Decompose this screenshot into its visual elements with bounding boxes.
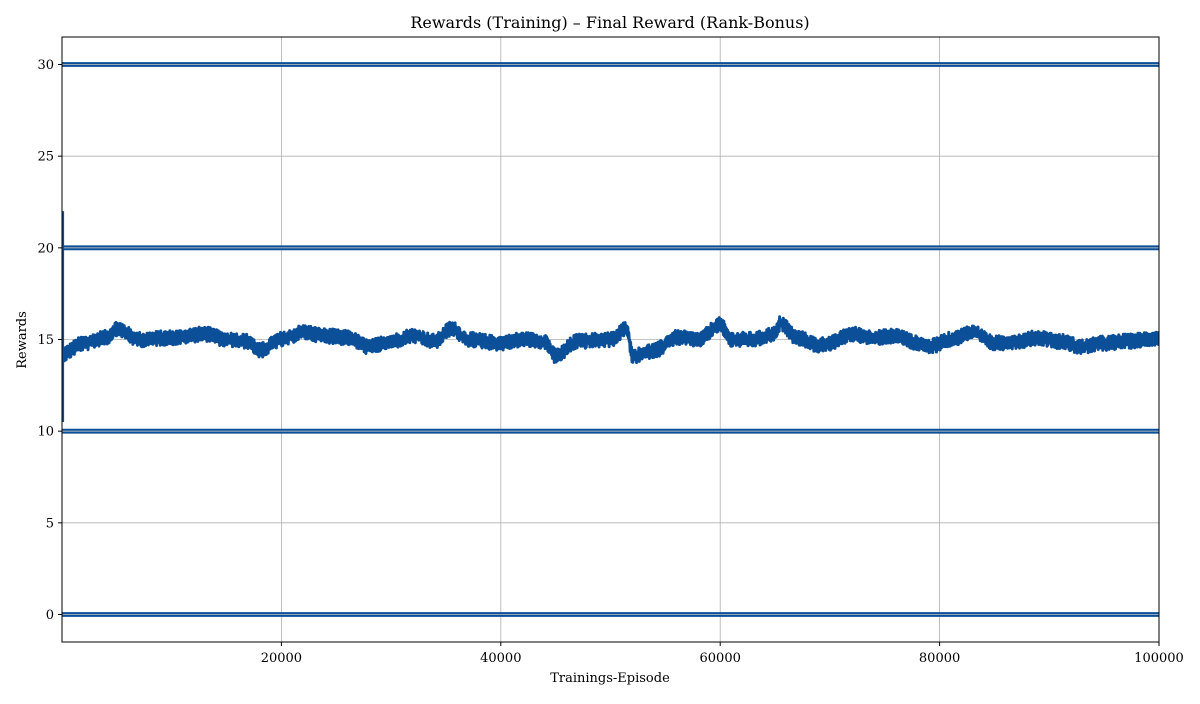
reward-trace-line <box>62 315 1159 365</box>
plot-area <box>62 62 1159 617</box>
y-tick-label: 0 <box>46 608 54 623</box>
y-axis-label: Rewards <box>15 311 30 369</box>
y-tick-label: 20 <box>37 241 54 256</box>
y-axis-ticks: 0 5 10 15 20 25 30 <box>37 58 62 623</box>
y-tick-label: 30 <box>37 58 54 73</box>
y-tick-label: 5 <box>46 516 54 531</box>
y-tick-label: 25 <box>37 150 54 165</box>
y-tick-label: 10 <box>37 425 54 440</box>
x-tick-label: 20000 <box>261 651 302 666</box>
x-tick-label: 60000 <box>700 651 741 666</box>
x-axis-label: Trainings-Episode <box>550 671 670 686</box>
x-axis-ticks: 20000 40000 60000 80000 100000 <box>261 642 1184 666</box>
x-tick-label: 100000 <box>1134 651 1184 666</box>
y-tick-label: 15 <box>37 333 54 348</box>
x-tick-label: 40000 <box>480 651 521 666</box>
chart-title: Rewards (Training) – Final Reward (Rank-… <box>410 13 809 32</box>
x-tick-label: 80000 <box>919 651 960 666</box>
